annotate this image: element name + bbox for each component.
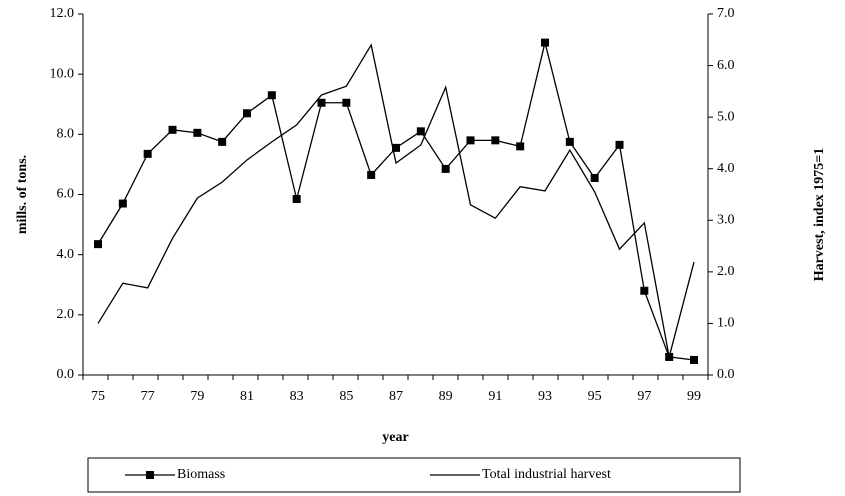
point: [118, 199, 127, 208]
y-tick-label: 0.0: [57, 367, 75, 382]
y-tick-label: 4.0: [57, 247, 75, 262]
y2-tick-label: 0.0: [717, 367, 735, 382]
y2-tick-label: 7.0: [717, 6, 735, 21]
point: [243, 109, 251, 118]
y2-tick-label: 5.0: [717, 109, 735, 124]
y2-tick-label: 2.0: [717, 264, 735, 279]
x-tick-label: 83: [290, 389, 304, 404]
point: [218, 137, 227, 146]
point: [292, 195, 301, 204]
series-line: [97, 42, 695, 361]
point: [541, 38, 549, 47]
point: [367, 170, 376, 179]
y2-tick-label: 3.0: [717, 213, 735, 228]
point: [516, 142, 525, 151]
x-tick-label: 89: [439, 389, 453, 404]
y2-tick-label: 6.0: [717, 58, 735, 73]
point: [441, 164, 450, 173]
legend-box: [87, 457, 741, 493]
x-tick-label: 75: [91, 389, 105, 404]
point: [565, 137, 574, 146]
x-tick-label: 79: [190, 389, 204, 404]
point: [193, 128, 202, 137]
y2-axis-title: Harvest, index 1975=1: [812, 148, 827, 282]
x-tick-label: 97: [637, 389, 651, 404]
point: [317, 98, 326, 107]
y-tick-label: 2.0: [57, 307, 75, 322]
point: [342, 98, 351, 107]
legend-marker: [146, 471, 154, 479]
x-tick-label: 91: [488, 389, 502, 404]
y-tick-label: 10.0: [50, 66, 75, 81]
point: [267, 91, 276, 100]
series-line: [97, 43, 695, 358]
x-tick-label: 85: [339, 389, 353, 404]
y2-tick-label: 4.0: [717, 161, 735, 176]
y-axis-title: mills. of tons.: [15, 155, 30, 234]
point: [491, 136, 500, 145]
point: [392, 143, 400, 152]
x-tick-label: 99: [687, 389, 701, 404]
x-axis-title: year: [382, 430, 408, 445]
x-tick-label: 87: [389, 389, 403, 404]
point: [94, 240, 102, 249]
x-tick-label: 95: [588, 389, 602, 404]
point: [590, 173, 599, 182]
legend-label: Total industrial harvest: [482, 467, 611, 482]
y-tick-label: 8.0: [57, 127, 75, 142]
point: [168, 125, 177, 134]
x-tick-label: 77: [141, 389, 155, 404]
y-tick-label: 12.0: [50, 6, 75, 21]
legend-label: Biomass: [177, 467, 225, 482]
x-tick-label: 81: [240, 389, 254, 404]
point: [416, 127, 425, 136]
point: [466, 136, 475, 145]
point: [143, 149, 152, 158]
y-tick-label: 6.0: [57, 187, 75, 202]
y2-tick-label: 1.0: [717, 316, 735, 331]
point: [615, 140, 624, 149]
point: [640, 286, 649, 295]
point: [690, 355, 698, 364]
x-tick-label: 93: [538, 389, 552, 404]
